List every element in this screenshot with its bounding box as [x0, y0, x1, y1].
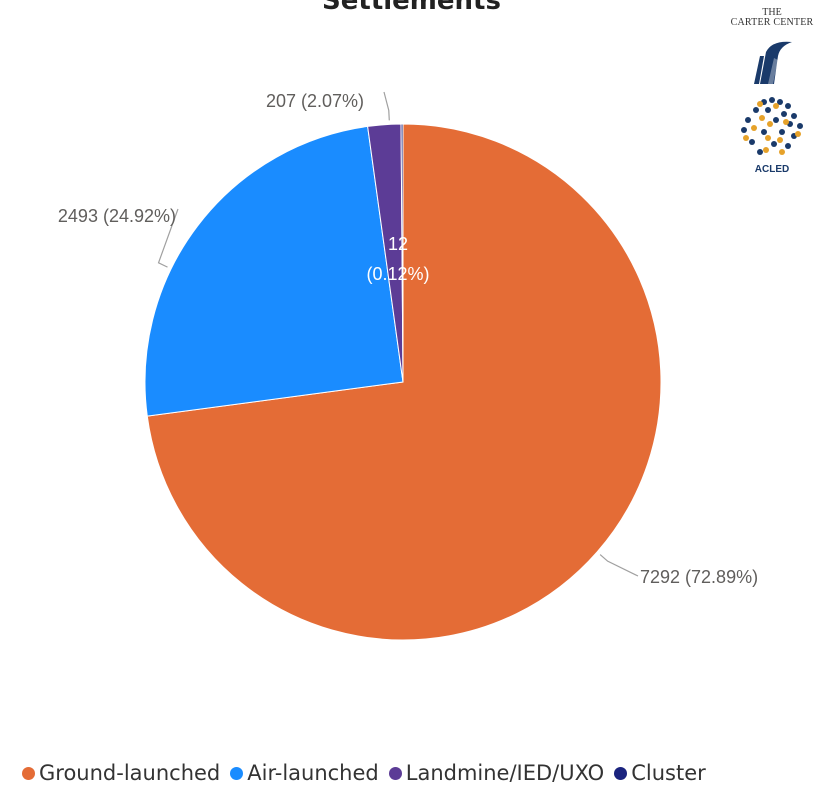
- legend-label: Ground-launched: [39, 761, 221, 785]
- pie-slice-ground-launched[interactable]: [146, 123, 662, 641]
- legend-marker-icon: [388, 766, 402, 780]
- logos: THE CARTER CENTER ACLED: [722, 4, 822, 184]
- pie-slice-cluster[interactable]: [400, 123, 404, 383]
- data-label-1: 2493 (24.92%): [58, 206, 176, 226]
- carter-center-logo-text: CARTER CENTER: [730, 17, 814, 28]
- legend-label: Air-launched: [247, 761, 379, 785]
- chart-legend: Ground-launched Air-launched Landmine/IED/…: [22, 758, 716, 788]
- legend-item-landmine-ied-uxo[interactable]: Landmine/IED/UXO: [388, 761, 605, 785]
- carter-center-logo-text-the: THE: [762, 7, 782, 18]
- pie-leader-lines: [157, 91, 639, 577]
- legend-marker-icon: [230, 766, 244, 780]
- legend-item-air-launched[interactable]: Air-launched: [230, 761, 379, 785]
- data-label-2: 207 (2.07%): [266, 91, 364, 111]
- pie-slice-air-launched[interactable]: [144, 125, 404, 417]
- acled-logo-text: ACLED: [754, 164, 790, 175]
- data-label-3-line-0: 12: [388, 234, 408, 254]
- leader-line-2: [383, 91, 390, 121]
- legend-marker-icon: [22, 766, 35, 780]
- chart-title: Settlements: [322, 0, 501, 16]
- pie-data-labels: 7292 (72.89%) 2493 (24.92%) 207 (2.07%) 12 (…: [58, 91, 758, 587]
- data-label-3-line-1: (0.12%): [366, 264, 429, 284]
- pie-slices: [144, 123, 662, 641]
- carter-center-eagle-icon: [754, 41, 792, 84]
- data-label-0: 7292 (72.89%): [640, 567, 758, 587]
- legend-item-ground-launched[interactable]: Ground-launched: [22, 761, 220, 785]
- leader-line-0: [599, 554, 639, 577]
- legend-label: Landmine/IED/UXO: [405, 761, 605, 785]
- legend-item-cluster[interactable]: Cluster: [614, 761, 706, 785]
- legend-marker-icon: [614, 766, 628, 780]
- legend-label: Cluster: [631, 761, 706, 785]
- leader-line-1: [157, 208, 179, 268]
- acled-globe-icon: [741, 97, 803, 155]
